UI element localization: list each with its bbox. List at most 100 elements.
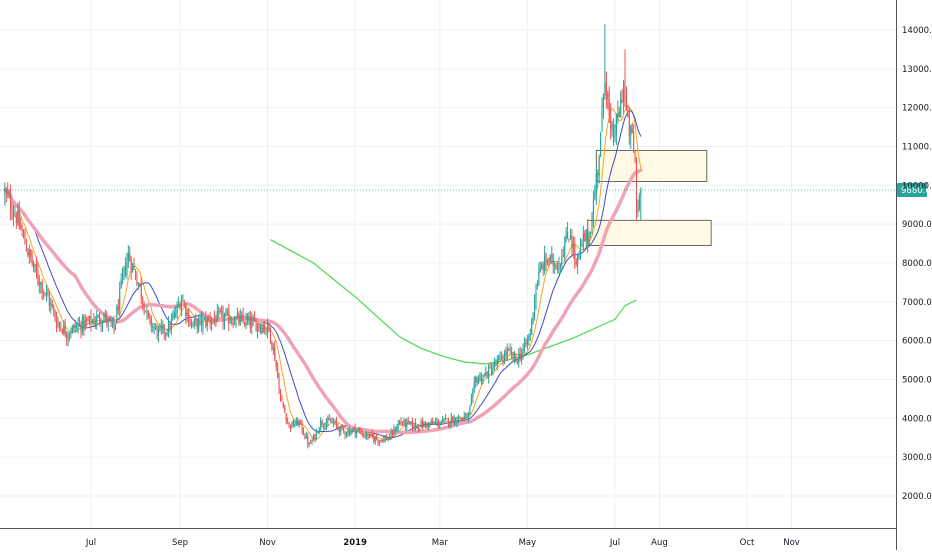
candle — [581, 239, 583, 248]
candle — [427, 421, 429, 431]
candle — [338, 426, 340, 437]
candle — [271, 341, 273, 351]
candle — [542, 261, 544, 277]
candle — [193, 318, 195, 330]
candle — [225, 308, 227, 317]
candle — [218, 305, 220, 319]
candle — [327, 415, 329, 427]
candle — [61, 328, 63, 335]
candle — [509, 343, 511, 355]
candle — [554, 261, 556, 274]
candle — [317, 430, 319, 434]
candle — [633, 123, 635, 153]
candle — [244, 321, 246, 327]
candle — [301, 419, 303, 435]
candle — [64, 318, 66, 338]
candle — [315, 428, 317, 441]
candle — [157, 325, 160, 343]
candle — [589, 231, 592, 238]
candle — [212, 319, 214, 325]
ma-200-line — [270, 239, 637, 365]
candle — [274, 340, 276, 361]
candle — [526, 334, 528, 350]
candle — [116, 304, 118, 324]
candle — [277, 362, 279, 379]
candle — [535, 283, 537, 310]
candle — [565, 226, 567, 243]
candle — [202, 311, 204, 335]
candle — [7, 182, 9, 199]
zone-box-1[interactable] — [595, 149, 708, 182]
candle — [360, 427, 362, 435]
candle — [57, 316, 59, 329]
candle — [179, 301, 181, 311]
candle — [142, 296, 144, 311]
candle — [430, 418, 432, 424]
candle — [518, 347, 520, 368]
candle — [33, 260, 35, 273]
candle — [371, 429, 373, 439]
candle — [166, 328, 168, 337]
candle — [465, 412, 467, 420]
candle — [60, 321, 62, 332]
candle — [407, 416, 409, 425]
candle — [493, 357, 495, 371]
candle — [284, 404, 286, 413]
candle — [614, 124, 616, 143]
candle — [490, 363, 493, 377]
candle — [475, 375, 477, 389]
x-tick-label: 2019 — [343, 538, 367, 548]
candle — [130, 256, 132, 280]
candle — [111, 317, 114, 329]
candle — [588, 231, 590, 248]
candle — [86, 316, 88, 327]
candle — [20, 217, 22, 231]
candle — [81, 314, 83, 336]
candle — [446, 418, 448, 420]
candle — [571, 228, 573, 257]
candle — [472, 387, 474, 404]
candle — [492, 362, 494, 376]
candle — [353, 427, 355, 432]
candle — [600, 131, 602, 157]
candle — [185, 302, 187, 325]
candle — [432, 417, 434, 424]
candle — [467, 411, 470, 423]
candle — [252, 314, 254, 326]
candle — [25, 238, 27, 252]
candle — [637, 199, 639, 218]
candle — [335, 416, 338, 429]
candle — [162, 320, 164, 334]
candle — [558, 256, 560, 275]
candle — [297, 417, 299, 426]
candle — [366, 431, 368, 440]
candle — [618, 106, 620, 118]
candle — [292, 418, 294, 428]
candle — [114, 323, 116, 331]
candle — [397, 419, 399, 433]
candle — [73, 323, 75, 332]
candle — [249, 310, 251, 333]
candle — [208, 314, 210, 323]
candle — [585, 228, 587, 248]
candle — [307, 432, 309, 449]
candle — [203, 316, 205, 321]
candle — [58, 321, 60, 332]
candle — [486, 371, 488, 379]
candle — [420, 418, 422, 428]
candle — [434, 417, 437, 425]
candle — [228, 303, 230, 332]
candle — [410, 421, 412, 427]
candle — [50, 297, 52, 314]
y-tick-label: 2000.0 — [902, 492, 932, 502]
candle — [159, 323, 161, 333]
candle — [602, 93, 605, 119]
candle — [96, 309, 98, 330]
candle — [178, 296, 180, 308]
candle — [282, 401, 284, 409]
candle — [559, 263, 561, 274]
x-tick-label: Jul — [609, 538, 620, 548]
candle — [28, 244, 30, 264]
candle — [578, 250, 580, 260]
